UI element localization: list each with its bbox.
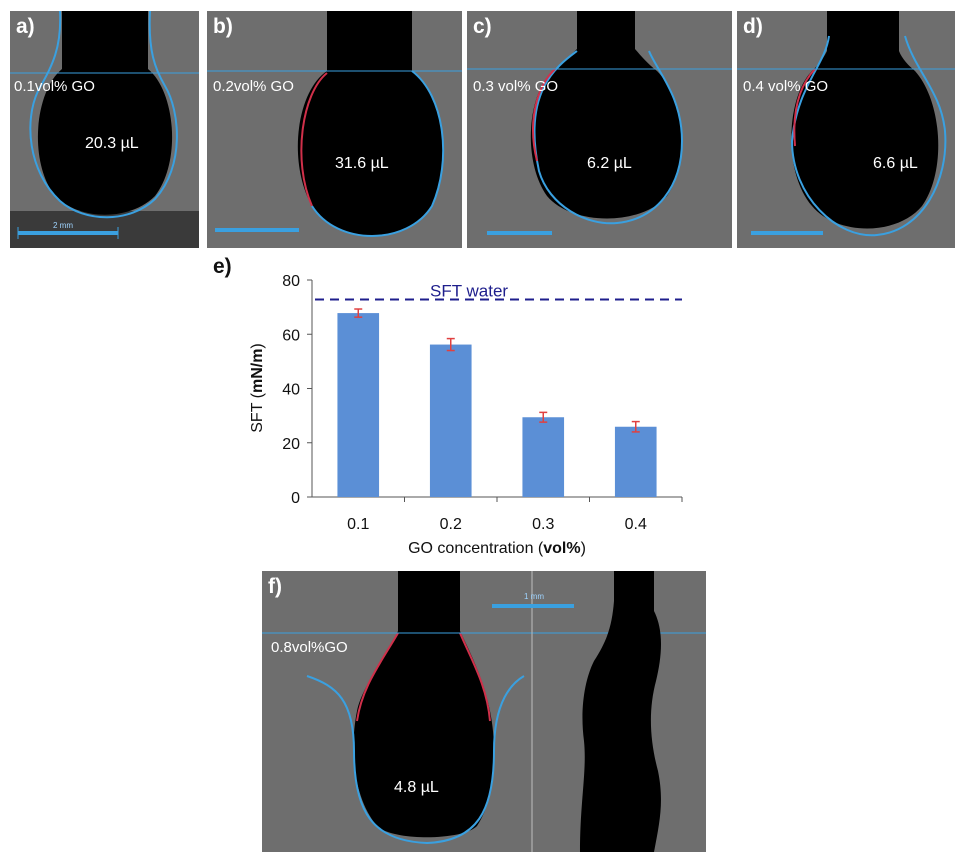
y-tick-label: 40 (282, 382, 300, 399)
panel-d-volume: 6.6 µL (873, 155, 918, 172)
panel-f-volume: 4.8 µL (394, 779, 439, 796)
panel-d-concentration: 0.4 vol% GO (743, 78, 829, 95)
panel-f-label: f) (268, 575, 282, 598)
sft-water-label: SFT water (430, 282, 508, 301)
panel-a-scale-label: 2 mm (53, 221, 73, 230)
y-tick-label: 60 (282, 327, 300, 344)
panel-a-label: a) (16, 15, 35, 38)
panel-f-concentration: 0.8vol%GO (271, 639, 348, 656)
panel-c-volume: 6.2 µL (587, 155, 632, 172)
panel-b-label: b) (213, 15, 233, 38)
panel-c-concentration: 0.3 vol% GO (473, 78, 559, 95)
x-ticks: 0.1 0.2 0.3 0.4 (347, 497, 683, 533)
droplet-a-image (10, 11, 199, 248)
panel-a: a) 0.1vol% GO 20.3 µL 2 mm (10, 11, 199, 248)
bars (337, 308, 657, 497)
y-ticks: 0 20 40 60 80 (282, 273, 312, 507)
panel-a-concentration: 0.1vol% GO (14, 78, 95, 95)
x-tick-label: 0.2 (440, 516, 462, 533)
panel-b-volume: 31.6 µL (335, 155, 389, 172)
droplet-d-image (737, 11, 955, 237)
x-tick-label: 0.1 (347, 516, 369, 533)
panel-d: d) 0.4 vol% GO 6.6 µL (737, 11, 955, 248)
panel-f-scale-label: 1 mm (524, 592, 544, 601)
y-tick-label: 0 (291, 490, 300, 507)
bar (522, 417, 565, 497)
bar (614, 426, 657, 497)
panel-d-label: d) (743, 15, 763, 38)
panel-f: f) 0.8vol%GO 4.8 µL 1 mm (262, 571, 706, 852)
bar (429, 344, 472, 497)
panel-b-concentration: 0.2vol% GO (213, 78, 294, 95)
droplet-b-image (207, 11, 462, 237)
y-tick-label: 80 (282, 273, 300, 290)
y-tick-label: 20 (282, 436, 300, 453)
panel-a-volume: 20.3 µL (85, 135, 139, 152)
droplet-f-image (262, 571, 706, 852)
panel-c: c) 0.3 vol% GO 6.2 µL (467, 11, 732, 248)
y-axis-label: SFT (mN/m) (249, 343, 266, 432)
bar (337, 313, 380, 497)
x-tick-label: 0.3 (532, 516, 554, 533)
sft-bar-chart: 0 20 40 60 80 0.1 0.2 0.3 0.4 SFT water GO conc… (249, 273, 683, 557)
droplet-c-image (467, 11, 732, 235)
x-tick-label: 0.4 (625, 516, 647, 533)
panel-b: b) 0.2vol% GO 31.6 µL (207, 11, 462, 248)
chart-panel-label: e) (213, 255, 232, 278)
x-axis-label: GO concentration (vol%) (408, 540, 586, 557)
panel-c-label: c) (473, 15, 492, 38)
